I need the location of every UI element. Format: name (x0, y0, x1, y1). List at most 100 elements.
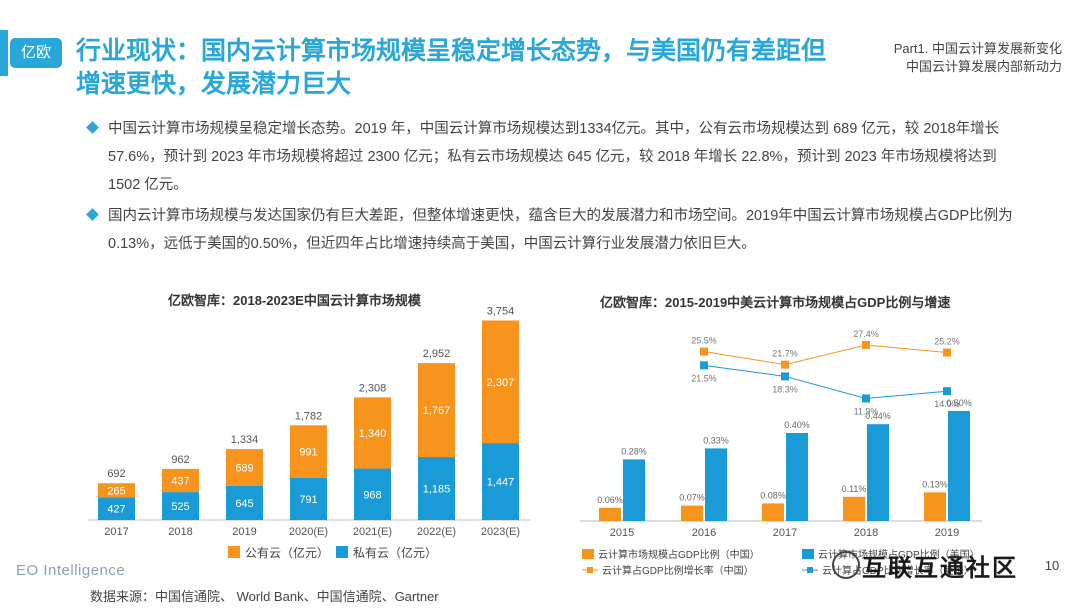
x-tick-label: 2017 (773, 527, 797, 539)
data-label-total: 692 (107, 468, 125, 480)
marker-china-growth (700, 347, 708, 356)
data-label-us-share: 0.50% (946, 398, 972, 408)
bar-china-gdp-share (843, 496, 865, 521)
data-label-us-growth: 11.9% (854, 406, 879, 416)
marker-us-growth (862, 394, 870, 403)
x-tick-label: 2017 (104, 526, 128, 538)
bar-public-cloud (162, 468, 199, 493)
x-tick-label: 2021(E) (353, 526, 392, 538)
data-source: 数据来源：中国信通院、 World Bank、中国信通院、Gartner (90, 589, 439, 604)
data-label-china-growth: 27.4% (853, 329, 879, 339)
legend-marker-china-growth (587, 567, 593, 573)
data-label-china-share: 0.08% (760, 490, 786, 500)
data-label-total: 2,952 (423, 348, 451, 360)
wechat-icon (832, 551, 860, 579)
bar-us-gdp-share (623, 459, 645, 521)
data-label-us-share: 0.44% (865, 411, 891, 421)
bar-us-gdp-share (948, 411, 970, 521)
bar-public-cloud (226, 449, 263, 486)
x-tick-label: 2023(E) (481, 526, 520, 538)
bar-us-gdp-share (786, 433, 808, 521)
bullet-list: 中国云计算市场规模呈稳定增长态势。2019 年，中国云计算市场规模达到1334亿… (86, 115, 1028, 261)
marker-us-growth (943, 387, 951, 396)
bar-private-cloud (98, 497, 135, 520)
footer-brand: EO Intelligence (16, 562, 126, 579)
bar-public-cloud (482, 320, 519, 444)
data-label-china-share: 0.06% (597, 495, 623, 505)
legend-label-public: 公有云（亿元） (245, 545, 329, 560)
data-label-us-growth: 14.0% (934, 399, 960, 409)
data-label-china-share: 0.13% (922, 479, 948, 489)
section-label: Part1. 中国云计算发展新变化 中国云计算发展内部新动力 (894, 40, 1062, 76)
diamond-bullet-icon (86, 121, 99, 134)
marker-us-growth (700, 361, 708, 370)
gdp-share-bar-line-chart: 0.06% 0.28% 2015 0.07% 0.33% 2016 0.08% 0.40% 20… (580, 329, 982, 577)
legend-swatch-public (228, 546, 240, 558)
bar-us-gdp-share (705, 448, 727, 521)
data-label-us-share: 0.28% (621, 446, 647, 456)
legend-label-china-share: 云计算市场规模占GDP比例（中国） (598, 548, 760, 561)
data-label-public: 2,307 (487, 377, 515, 389)
data-label-public: 265 (107, 485, 125, 497)
bar-china-gdp-share (599, 507, 621, 521)
legend-swatch-private (336, 546, 348, 558)
x-tick-label: 2016 (692, 527, 716, 539)
bar-china-gdp-share (924, 492, 946, 521)
page-title: 行业现状：国内云计算市场规模呈稳定增长态势，与美国仍有差距但增速更快，发展潜力巨… (76, 37, 827, 98)
data-label-china-growth: 25.2% (934, 337, 960, 347)
watermark: 互联互通社区 (862, 555, 1018, 582)
x-tick-label: 2015 (610, 527, 634, 539)
data-label-china-share: 0.07% (679, 493, 705, 503)
bar-china-gdp-share (681, 505, 703, 521)
x-tick-label: 2022(E) (417, 526, 456, 538)
data-label-private: 968 (363, 489, 381, 501)
marker-us-growth (781, 372, 789, 381)
legend-swatch-china-share (582, 549, 594, 559)
section-label-part: Part1. 中国云计算发展新变化 (893, 41, 1062, 56)
x-tick-label: 2018 (854, 527, 878, 539)
bar-private-cloud (354, 468, 391, 520)
data-label-total: 1,334 (231, 434, 259, 446)
marker-china-growth (862, 340, 870, 349)
bullet-text: 国内云计算市场规模与发达国家仍有巨大差距，但整体增速更快，蕴含巨大的发展潜力和市… (108, 208, 1013, 252)
data-label-us-share: 0.33% (703, 435, 729, 445)
data-label-china-share: 0.11% (842, 484, 867, 494)
data-label-private: 525 (171, 501, 189, 513)
data-label-total: 1,782 (295, 410, 323, 422)
chart2-title: 亿欧智库：2015-2019中美云计算市场规模占GDP比例与增速 (600, 295, 951, 310)
legend-label-china-growth: 云计算占GDP比例增长率（中国） (602, 564, 754, 577)
data-label-total: 962 (171, 454, 189, 466)
data-label-private: 645 (235, 498, 253, 510)
data-label-us-growth: 21.5% (691, 373, 717, 383)
data-label-public: 1,340 (359, 428, 387, 440)
bar-public-cloud (418, 363, 455, 458)
legend-label-private: 私有云（亿元） (353, 545, 437, 560)
legend-marker-us-growth (807, 567, 813, 573)
bar-private-cloud (290, 477, 327, 520)
line-us-growth (703, 364, 948, 399)
x-tick-label: 2019 (232, 526, 256, 538)
bar-public-cloud (290, 425, 327, 478)
x-tick-label: 2018 (168, 526, 192, 538)
bar-private-cloud (482, 443, 519, 520)
data-label-public: 437 (171, 475, 189, 487)
marker-china-growth (781, 360, 789, 369)
bullet-item: 国内云计算市场规模与发达国家仍有巨大差距，但整体增速更快，蕴含巨大的发展潜力和市… (86, 202, 1028, 258)
data-label-private: 1,447 (487, 477, 515, 489)
bar-public-cloud (98, 483, 135, 498)
line-china-growth (703, 344, 948, 366)
data-label-total: 3,754 (487, 305, 515, 317)
bar-private-cloud (418, 457, 455, 520)
bullet-text: 中国云计算市场规模呈稳定增长态势。2019 年，中国云计算市场规模达到1334亿… (108, 121, 1000, 193)
data-label-public: 689 (235, 462, 253, 474)
data-label-china-growth: 21.7% (772, 349, 798, 359)
data-label-public: 991 (299, 447, 317, 459)
data-label-us-share: 0.40% (784, 420, 810, 430)
bar-private-cloud (226, 485, 263, 520)
data-label-private: 1,185 (423, 484, 451, 496)
diamond-bullet-icon (86, 208, 99, 221)
x-tick-label: 2020(E) (289, 526, 328, 538)
bar-us-gdp-share (867, 424, 889, 521)
data-label-private: 791 (299, 494, 317, 506)
marker-china-growth (943, 348, 951, 357)
